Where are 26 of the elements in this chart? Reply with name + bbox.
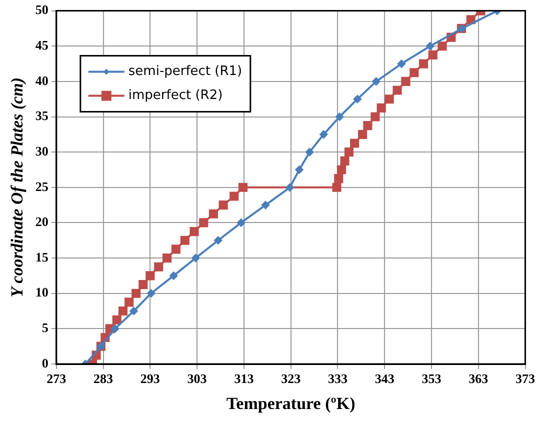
x-tick-label: 373 <box>516 371 536 386</box>
x-tick-label: 293 <box>140 371 160 386</box>
y-tick-label: 5 <box>42 320 49 336</box>
y-tick-label: 10 <box>35 284 48 300</box>
y-tick-label: 0 <box>42 355 48 370</box>
y-tick-label: 40 <box>35 72 48 88</box>
x-tick-label: 353 <box>422 371 442 386</box>
x-tick-label: 313 <box>234 371 254 386</box>
x-tick-label: 283 <box>94 371 114 386</box>
y-tick-label: 35 <box>35 108 49 124</box>
x-tick-label: 343 <box>374 371 395 386</box>
x-tick-label: 363 <box>468 371 489 386</box>
x-tick-label: 323 <box>281 371 302 386</box>
y-tick-label: 30 <box>35 143 48 158</box>
y-tick-label: 50 <box>35 2 48 18</box>
legend-label: semi-perfect (R1) <box>128 64 242 80</box>
x-tick-label: 333 <box>328 371 348 386</box>
y-tick-label: 20 <box>35 214 48 230</box>
y-axis-title: Y coordinate Of the Plates (cm) <box>8 77 27 298</box>
x-tick-label: 273 <box>46 371 67 386</box>
y-tick-label: 15 <box>35 249 49 264</box>
y-tick-label: 45 <box>35 37 49 52</box>
x-tick-label: 303 <box>187 371 208 386</box>
y-tick-label: 25 <box>35 178 49 194</box>
legend-label: imperfect (R2) <box>128 88 223 104</box>
x-axis-title: Temperature (ºK) <box>226 394 356 414</box>
